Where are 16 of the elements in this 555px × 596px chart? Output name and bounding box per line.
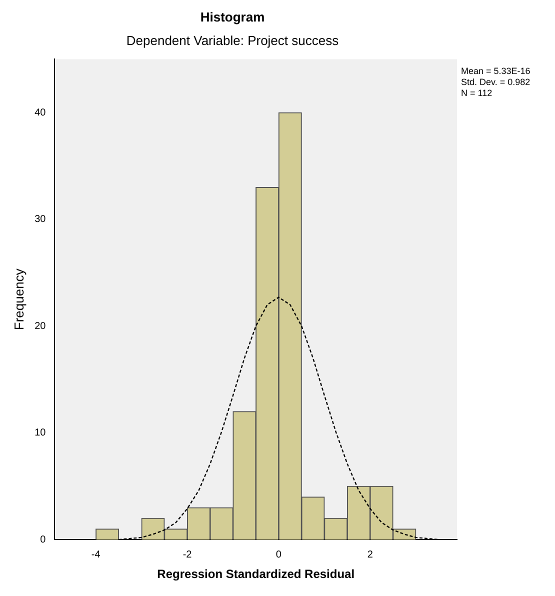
y-tick-label: 20: [34, 320, 46, 332]
chart-title: Histogram: [200, 9, 265, 24]
y-tick-label: 40: [34, 107, 46, 118]
x-tick-label: -4: [91, 549, 101, 560]
x-tick-label: -2: [182, 549, 192, 560]
text: N = 112: [461, 88, 492, 98]
y-tick-label: 10: [34, 428, 46, 439]
text: Mean = 5.33E-16: [461, 66, 530, 76]
chart-subtitle: Dependent Variable: Project success: [126, 32, 340, 48]
x-axis-title: Regression Standardized Residual: [157, 567, 355, 582]
y-tick-label: 30: [34, 214, 46, 226]
y-tick-label: 0: [40, 534, 46, 546]
x-tick-label: 2: [367, 549, 374, 560]
x-tick-label: 0: [276, 549, 282, 560]
y-axis-title: Frequency: [11, 268, 26, 330]
text: Std. Dev. = 0.982: [461, 77, 530, 88]
